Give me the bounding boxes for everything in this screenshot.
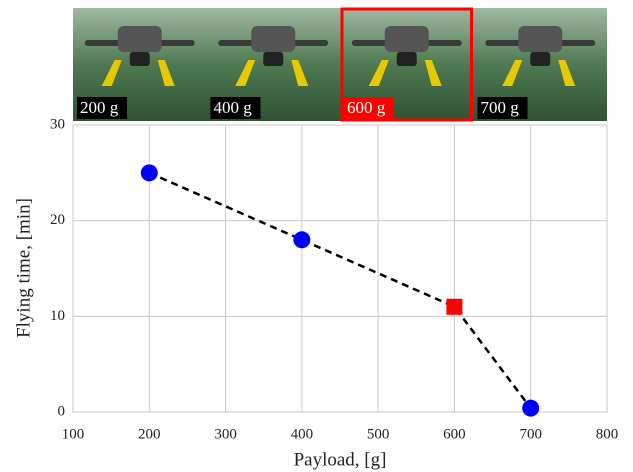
photo-label: 200 g: [80, 98, 119, 117]
drone-gimbal: [130, 52, 150, 66]
x-tick-label: 600: [443, 426, 466, 442]
figure: 200 g400 g600 g700 g 1002003004005006007…: [0, 0, 633, 472]
x-tick-label: 200: [138, 426, 161, 442]
x-tick-label: 800: [596, 426, 619, 442]
data-point: [141, 164, 158, 181]
plot: 100 200 300 400 500 600 700 800 0 10 20 30: [50, 116, 618, 442]
x-tick-label: 100: [62, 426, 85, 442]
photo-label: 400 g: [214, 98, 253, 117]
y-axis-title: Flying time, [min]: [13, 198, 34, 338]
x-axis-title: Payload, [g]: [294, 449, 387, 470]
data-point: [522, 400, 539, 417]
x-tick-label: 700: [519, 426, 542, 442]
drone-gimbal: [397, 52, 417, 66]
y-tick-label: 30: [50, 116, 65, 132]
x-tick-label: 300: [214, 426, 237, 442]
drone-gimbal: [530, 52, 550, 66]
data-point: [293, 231, 310, 248]
y-tick-label: 10: [50, 308, 65, 324]
photo-strip: 200 g 400 g 600 g 700 g: [73, 8, 607, 121]
x-tick-label: 400: [291, 426, 314, 442]
drone-body: [251, 26, 295, 52]
y-tick-label: 20: [50, 212, 65, 228]
data-point: [446, 299, 462, 315]
x-tick-label: 500: [367, 426, 390, 442]
drone-body: [518, 26, 562, 52]
photo-label: 700 g: [481, 98, 520, 117]
drone-gimbal: [263, 52, 283, 66]
drone-body: [385, 26, 429, 52]
photo-label: 600 g: [347, 98, 386, 117]
y-tick-label: 0: [58, 403, 66, 419]
drone-body: [118, 26, 162, 52]
